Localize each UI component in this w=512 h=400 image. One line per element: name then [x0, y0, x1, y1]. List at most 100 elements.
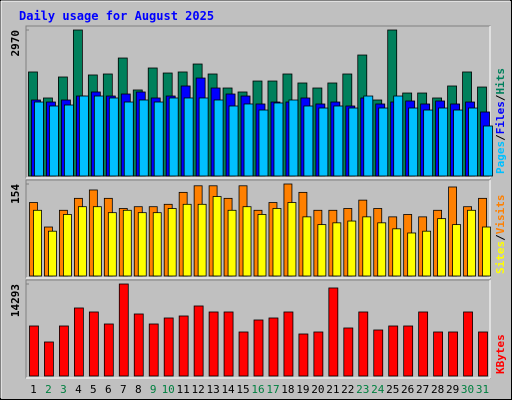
bar — [313, 331, 324, 377]
bar — [153, 101, 164, 177]
bar — [73, 307, 84, 377]
bar — [302, 216, 312, 277]
bar — [348, 107, 359, 177]
bar — [393, 95, 404, 177]
x-tick-label: 18 — [281, 383, 294, 396]
bar — [258, 109, 269, 177]
bar — [152, 212, 162, 277]
bar — [388, 325, 399, 377]
bar — [88, 311, 99, 377]
legend: Sites/Visits — [494, 195, 507, 275]
bar — [103, 323, 114, 377]
bar — [363, 95, 374, 177]
bar — [138, 99, 149, 177]
bar — [362, 216, 372, 277]
x-tick-label: 22 — [341, 383, 354, 396]
legend-separator: / — [494, 234, 507, 241]
bar — [228, 105, 239, 177]
bar — [49, 105, 59, 177]
bar — [452, 224, 461, 277]
bar — [463, 311, 473, 377]
x-tick-label: 31 — [476, 383, 489, 396]
bar — [303, 105, 314, 177]
x-tick-label: 16 — [251, 383, 264, 396]
bar — [29, 325, 39, 377]
bar — [328, 287, 339, 377]
bar — [273, 102, 284, 177]
bar — [433, 331, 444, 377]
x-tick-label: 24 — [371, 383, 385, 396]
bar — [34, 101, 44, 177]
legend: Pages/Files/Hits — [494, 68, 507, 174]
bar — [48, 230, 57, 277]
bar — [44, 341, 54, 377]
y-tick-label: 2970 — [9, 30, 22, 57]
bar — [333, 105, 344, 177]
bar — [148, 323, 159, 377]
x-tick-label: 14 — [221, 383, 235, 396]
legend-entry: Visits — [494, 195, 507, 235]
bar — [482, 226, 491, 277]
bar — [272, 208, 282, 277]
bar — [283, 311, 294, 377]
bar — [123, 101, 134, 177]
x-tick-label: 26 — [401, 383, 414, 396]
bar — [343, 327, 354, 377]
bar — [163, 317, 174, 377]
bar — [437, 218, 447, 277]
x-tick-label: 6 — [105, 383, 112, 396]
bar — [227, 209, 237, 277]
legend-entry: Pages — [494, 141, 507, 174]
x-tick-label: 30 — [461, 383, 474, 396]
x-tick-label: 28 — [431, 383, 444, 396]
bar — [377, 222, 387, 277]
bar — [392, 228, 402, 277]
bar — [213, 99, 224, 177]
bar — [403, 325, 414, 377]
bar — [108, 97, 119, 177]
bar — [59, 325, 69, 377]
bar — [183, 97, 194, 177]
bar — [107, 212, 117, 277]
bar — [243, 103, 254, 177]
bar — [268, 317, 279, 377]
legend-entry: Hits — [494, 68, 507, 95]
chart-title: Daily usage for August 2025 — [19, 9, 214, 23]
bar — [287, 202, 297, 277]
bar — [63, 214, 72, 277]
x-tick-label: 20 — [311, 383, 324, 396]
x-tick-label: 29 — [446, 383, 459, 396]
bar — [223, 311, 234, 377]
x-tick-label: 21 — [326, 383, 339, 396]
bar — [288, 99, 299, 177]
bar — [122, 209, 132, 277]
bar — [93, 95, 104, 177]
bar — [92, 206, 102, 277]
bar — [378, 107, 389, 177]
x-tick-label: 27 — [416, 383, 429, 396]
bar — [483, 125, 493, 177]
bar — [178, 315, 189, 377]
x-tick-label: 2 — [45, 383, 52, 396]
x-tick-label: 3 — [60, 383, 67, 396]
legend: KBytes — [494, 334, 507, 374]
bar — [257, 214, 267, 277]
bar — [193, 305, 204, 377]
bar — [78, 95, 89, 177]
bar — [137, 212, 147, 277]
legend-entry: Sites — [494, 241, 507, 274]
bar — [408, 107, 419, 177]
bar — [64, 104, 74, 177]
bar — [448, 331, 458, 377]
bar — [168, 97, 179, 177]
bar — [467, 209, 476, 277]
x-tick-label: 17 — [266, 383, 279, 396]
legend-separator: / — [494, 134, 507, 141]
x-tick-label: 11 — [177, 383, 190, 396]
x-tick-label: 15 — [236, 383, 249, 396]
bar — [332, 222, 342, 277]
x-tick-label: 25 — [386, 383, 399, 396]
y-tick-label: 154 — [9, 184, 22, 204]
